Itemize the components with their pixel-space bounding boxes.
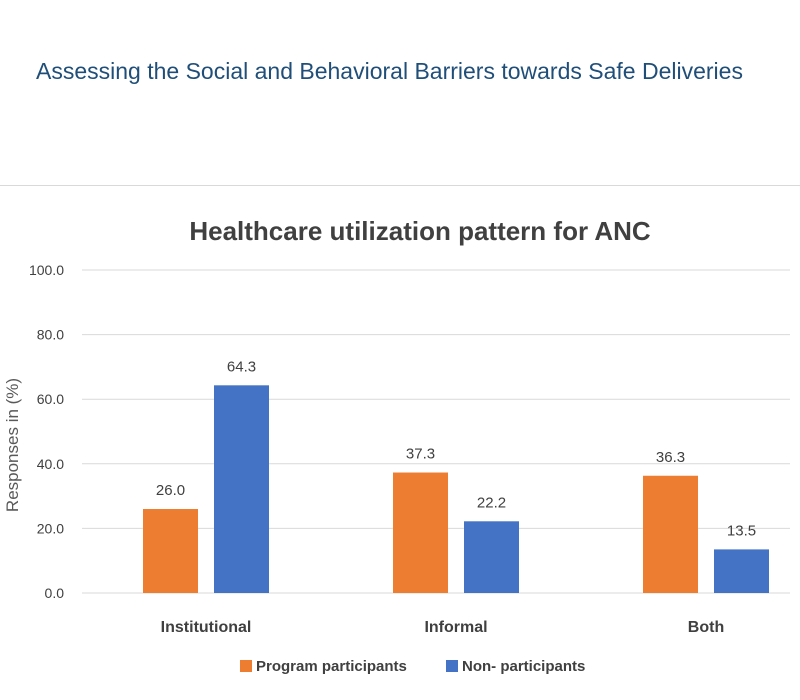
- page-title: Assessing the Social and Behavioral Barr…: [36, 58, 743, 84]
- y-tick-label: 20.0: [37, 520, 64, 536]
- bars: [143, 385, 769, 593]
- legend-swatch: [446, 660, 458, 672]
- data-labels: 26.0 64.3 37.3 22.2 36.3 13.5: [156, 358, 756, 539]
- legend: Program participants Non- participants: [240, 658, 585, 675]
- data-label: 13.5: [727, 522, 756, 539]
- x-tick-label: Both: [688, 619, 724, 636]
- bar-program: [143, 509, 198, 593]
- x-tick-labels: Institutional Informal Both: [161, 619, 725, 636]
- bar-program: [643, 475, 698, 593]
- header-divider: [0, 185, 800, 186]
- y-axis-label: Responses in (%): [3, 378, 22, 512]
- bar-program: [393, 472, 448, 593]
- legend-label: Program participants: [256, 658, 407, 675]
- bar-non-participants: [714, 549, 769, 593]
- data-label: 36.3: [656, 449, 685, 466]
- legend-label: Non- participants: [462, 658, 585, 675]
- data-label: 37.3: [406, 446, 435, 463]
- data-label: 26.0: [156, 482, 185, 499]
- y-tick-label: 0.0: [45, 585, 65, 601]
- data-label: 64.3: [227, 358, 256, 375]
- y-tick-label: 40.0: [37, 456, 64, 472]
- bar-non-participants: [464, 521, 519, 593]
- y-tick-label: 60.0: [37, 391, 64, 407]
- page-header: Assessing the Social and Behavioral Barr…: [0, 0, 800, 185]
- data-label: 22.2: [477, 494, 506, 511]
- x-tick-label: Informal: [424, 619, 487, 636]
- bar-non-participants: [214, 385, 269, 593]
- bar-chart: Healthcare utilization pattern for ANC R…: [3, 216, 790, 675]
- x-tick-label: Institutional: [161, 619, 252, 636]
- chart-title: Healthcare utilization pattern for ANC: [189, 216, 651, 246]
- y-tick-label: 100.0: [29, 262, 64, 278]
- y-tick-label: 80.0: [37, 327, 64, 343]
- legend-swatch: [240, 660, 252, 672]
- y-tick-labels: 0.0 20.0 40.0 60.0 80.0 100.0: [29, 262, 64, 601]
